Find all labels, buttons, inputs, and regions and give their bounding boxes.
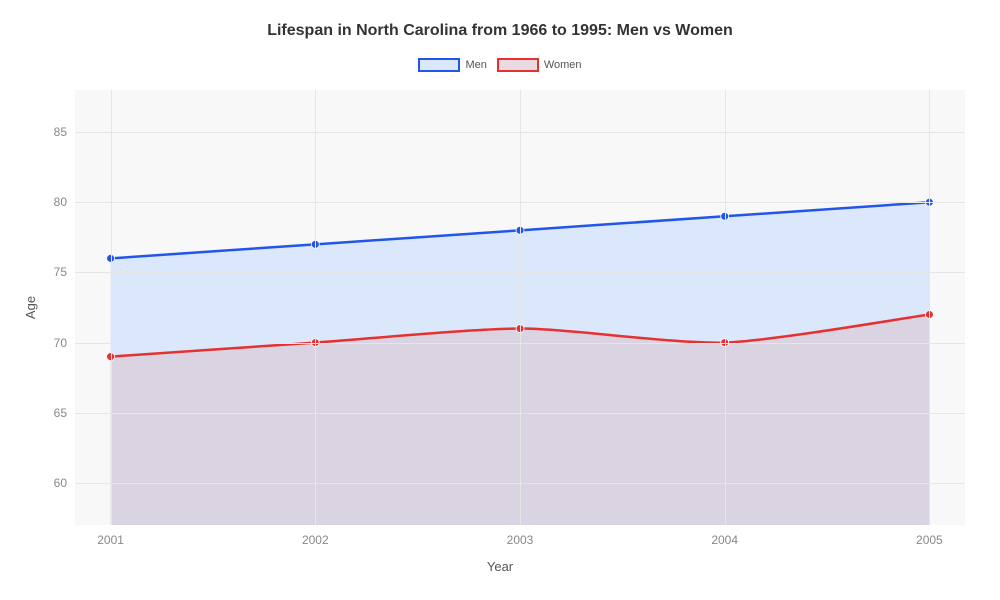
- grid-line-v: [725, 90, 726, 525]
- chart-title: Lifespan in North Carolina from 1966 to …: [0, 22, 1000, 40]
- x-axis-title: Year: [0, 559, 1000, 574]
- x-tick-label: 2005: [916, 525, 943, 547]
- y-tick-label: 70: [54, 336, 75, 350]
- legend-item-men: Men: [418, 58, 486, 72]
- legend-label-women: Women: [544, 59, 582, 71]
- grid-line-v: [315, 90, 316, 525]
- grid-line-v: [929, 90, 930, 525]
- x-tick-label: 2003: [507, 525, 534, 547]
- legend-swatch-women: [497, 58, 539, 72]
- legend: Men Women: [0, 58, 1000, 72]
- grid-line-v: [111, 90, 112, 525]
- y-tick-label: 80: [54, 195, 75, 209]
- y-tick-label: 85: [54, 125, 75, 139]
- x-tick-label: 2004: [711, 525, 738, 547]
- legend-label-men: Men: [465, 59, 486, 71]
- plot-area: 60657075808520012002200320042005: [75, 90, 965, 525]
- y-axis-title: Age: [23, 295, 38, 318]
- y-tick-label: 60: [54, 476, 75, 490]
- legend-swatch-men: [418, 58, 460, 72]
- x-tick-label: 2002: [302, 525, 329, 547]
- y-tick-label: 65: [54, 406, 75, 420]
- legend-item-women: Women: [497, 58, 582, 72]
- chart-container: Lifespan in North Carolina from 1966 to …: [0, 0, 1000, 600]
- grid-line-v: [520, 90, 521, 525]
- y-tick-label: 75: [54, 265, 75, 279]
- x-tick-label: 2001: [97, 525, 124, 547]
